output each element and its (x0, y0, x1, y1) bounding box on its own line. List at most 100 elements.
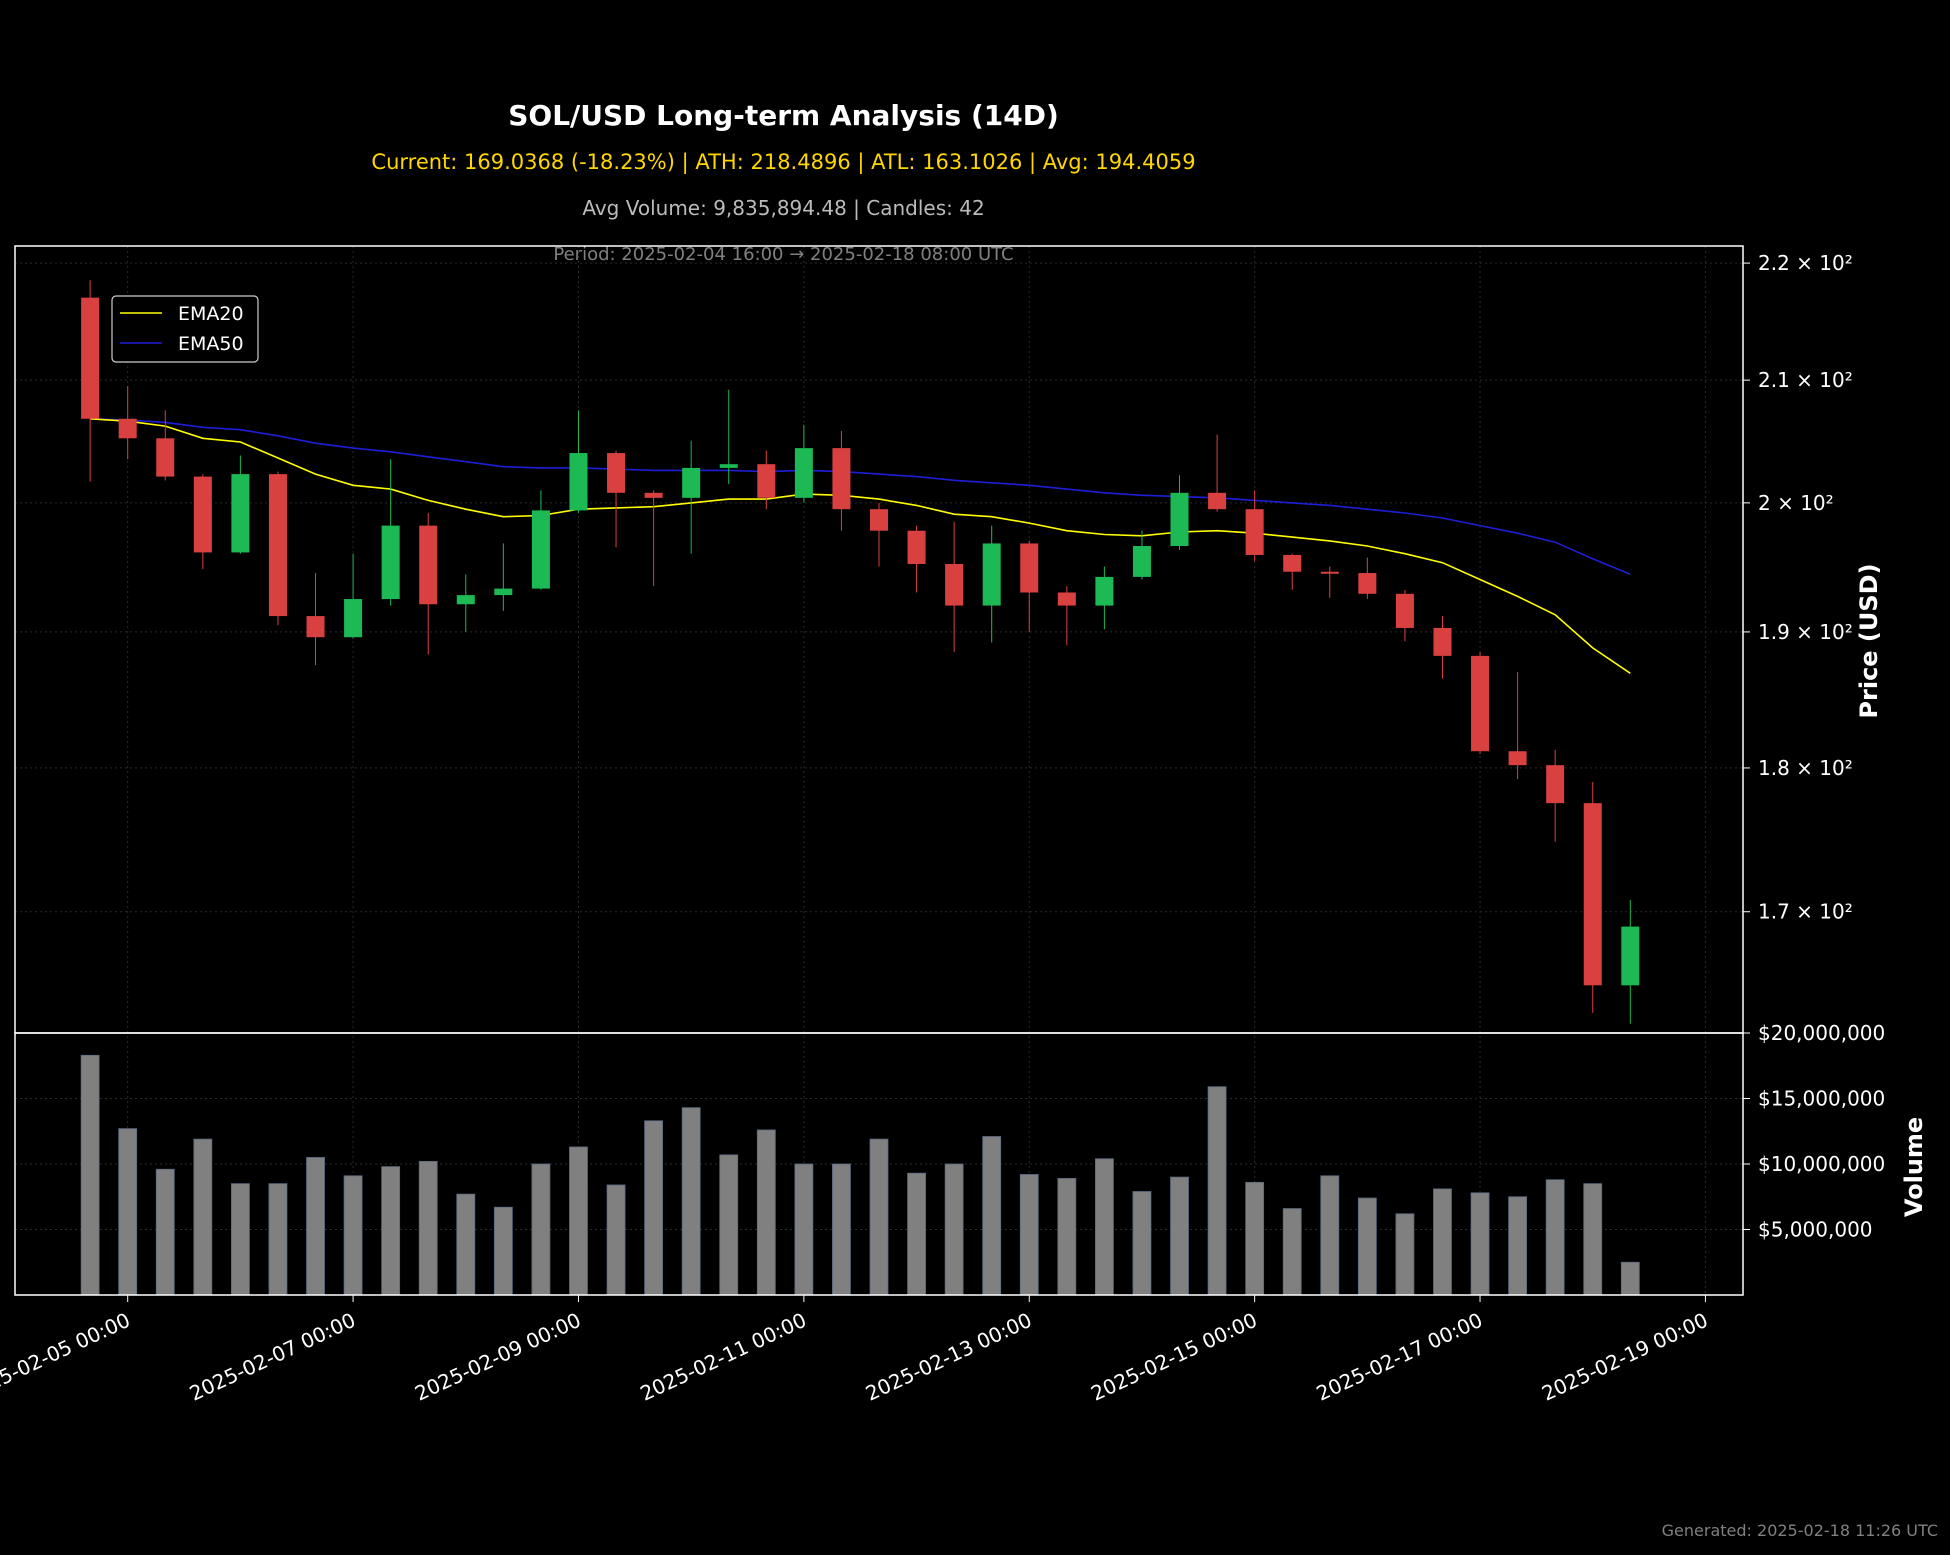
volume-bar (1395, 1213, 1415, 1296)
candle-down (1208, 492, 1227, 510)
candle-down (1320, 571, 1339, 574)
price-tick-label: 1.8 × 10² (1758, 756, 1853, 780)
volume-bar (1132, 1191, 1152, 1296)
candle-down (1020, 543, 1039, 593)
volume-bar (268, 1183, 288, 1296)
price-axis-label: Price (USD) (1855, 563, 1883, 718)
volume-bar (456, 1193, 476, 1296)
candle-down (81, 297, 100, 419)
volume-bar (1245, 1181, 1265, 1296)
volume-axis-label: Volume (1900, 1117, 1928, 1217)
volume-bar (569, 1146, 588, 1296)
candle-down (644, 492, 663, 498)
price-summary: Current: 169.0368 (-18.23%) | ATH: 218.4… (371, 150, 1196, 174)
volume-summary: Avg Volume: 9,835,894.48 | Candles: 42 (582, 196, 985, 220)
volume-bar (155, 1168, 175, 1296)
volume-bar (869, 1138, 889, 1296)
candle-down (268, 474, 287, 617)
legend: EMA20 EMA50 (111, 295, 259, 363)
volume-bar (193, 1138, 213, 1296)
volume-bar (493, 1206, 513, 1296)
volume-bar (644, 1120, 664, 1296)
volume-bar (1583, 1183, 1603, 1296)
time-tick-label: 2025-02-15 00:00 (1087, 1308, 1260, 1406)
volume-bar (1508, 1196, 1528, 1296)
candle-down (118, 418, 137, 439)
volume-bar (719, 1154, 739, 1296)
generated-timestamp: Generated: 2025-02-18 11:26 UTC (1661, 1521, 1938, 1540)
legend-ema20-label: EMA20 (178, 303, 244, 325)
time-tick-label: 2025-02-11 00:00 (636, 1308, 809, 1406)
candle-up (494, 588, 513, 596)
volume-bar (1282, 1208, 1302, 1296)
price-panel-frame (14, 245, 1744, 1034)
volume-bar (118, 1128, 138, 1296)
volume-bar (832, 1163, 851, 1296)
volume-tick-label: $20,000,000 (1758, 1021, 1885, 1045)
candle-up (1132, 546, 1151, 577)
volume-bar (418, 1160, 438, 1296)
volume-bar (606, 1184, 626, 1296)
candle-down (1546, 765, 1565, 804)
price-tick-label: 1.9 × 10² (1758, 620, 1853, 644)
volume-bar (1057, 1178, 1077, 1296)
ema20-line (90, 418, 1631, 674)
candle-up (1621, 926, 1640, 986)
ema50-line (90, 418, 1631, 576)
candle-down (419, 525, 438, 605)
candle-down (1583, 803, 1602, 986)
volume-tick-label: $5,000,000 (1758, 1218, 1873, 1242)
time-tick-label: 2025-02-19 00:00 (1538, 1308, 1711, 1406)
volume-bar (1094, 1158, 1114, 1296)
volume-bars (80, 1054, 1640, 1296)
candle-down (1245, 509, 1264, 555)
candle-down (1508, 751, 1527, 766)
candle-up (381, 525, 400, 600)
volume-bar (1320, 1175, 1340, 1296)
candle-down (832, 448, 851, 510)
candle-up (982, 543, 1001, 606)
volume-tick-label: $15,000,000 (1758, 1087, 1885, 1111)
candle-down (757, 464, 776, 498)
candle-down (1057, 592, 1076, 606)
candle-down (306, 616, 325, 638)
volume-bar (306, 1157, 325, 1296)
volume-bar (343, 1175, 363, 1296)
volume-bar (1019, 1174, 1039, 1296)
ema-lines (90, 418, 1631, 674)
candle-down (870, 509, 888, 531)
candle-up (569, 453, 588, 511)
chart-title: SOL/USD Long-term Analysis (14D) (508, 99, 1059, 132)
candle-down (907, 530, 926, 564)
price-tick-label: 2 × 10² (1758, 491, 1834, 515)
volume-bar (531, 1163, 551, 1296)
candle-down (1395, 593, 1414, 628)
candle-up (719, 464, 738, 468)
legend-ema50-label: EMA50 (178, 333, 244, 355)
time-tick-label: 2025-02-07 00:00 (186, 1308, 359, 1406)
volume-bar (982, 1136, 1002, 1296)
price-tick-label: 1.7 × 10² (1758, 900, 1853, 924)
time-tick-label: 2025-02-09 00:00 (411, 1308, 584, 1406)
candle-down (607, 453, 626, 493)
volume-bar (681, 1107, 701, 1296)
volume-bar (944, 1163, 964, 1296)
candle-up (344, 599, 363, 638)
volume-bar (80, 1054, 100, 1296)
candle-down (1283, 554, 1302, 572)
candle-down (945, 563, 964, 606)
volume-bar (1170, 1176, 1189, 1296)
candle-down (156, 438, 175, 477)
volume-bar (1470, 1192, 1490, 1296)
candle-up (456, 595, 475, 605)
volume-bar (381, 1166, 401, 1296)
price-tick-label: 2.1 × 10² (1758, 368, 1853, 392)
time-tick-label: 2025-02-05 00:00 (0, 1308, 134, 1406)
volume-bar (1545, 1179, 1565, 1296)
candle-up (682, 467, 701, 498)
candles (81, 280, 1640, 1024)
volume-bar (1207, 1086, 1227, 1296)
candle-up (1170, 492, 1189, 547)
time-tick-label: 2025-02-13 00:00 (862, 1308, 1035, 1406)
